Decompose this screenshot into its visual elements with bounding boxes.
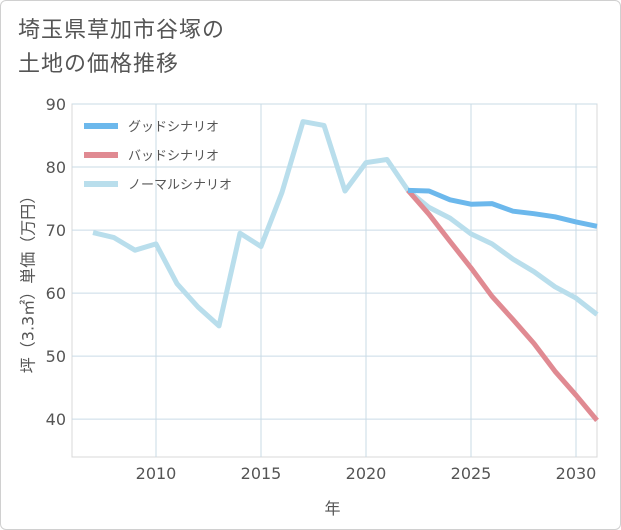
x-tick-label: 2030 [556,464,597,483]
x-axis-label: 年 [324,499,340,518]
x-tick-labels: 2010 2015 2020 2025 2030 [136,464,597,483]
chart-title: 埼玉県草加市谷塚の 土地の価格推移 [18,18,226,77]
series-line-1 [406,188,599,423]
legend-label: バッドシナリオ [128,149,219,164]
y-tick-label: 50 [46,347,66,366]
y-tick-label: 60 [46,284,66,303]
y-tick-label: 90 [46,95,66,114]
y-tick-label: 70 [46,221,66,240]
series-line-0 [407,187,598,229]
x-tick-label: 2010 [136,464,177,483]
series-line-2 [92,119,599,329]
y-tick-label: 80 [46,158,66,177]
y-tick-labels: 40 50 60 70 80 90 [46,95,66,429]
y-axis-label: 坪（3.3㎡）単価（万円） [19,188,38,373]
legend-label: ノーマルシナリオ [128,178,232,193]
x-tick-label: 2015 [241,464,282,483]
data-series [92,119,599,423]
y-tick-label: 40 [46,410,66,429]
x-tick-label: 2025 [451,464,492,483]
x-tick-label: 2020 [346,464,387,483]
grid-lines [71,103,598,458]
legend-label: グッドシナリオ [128,120,219,135]
